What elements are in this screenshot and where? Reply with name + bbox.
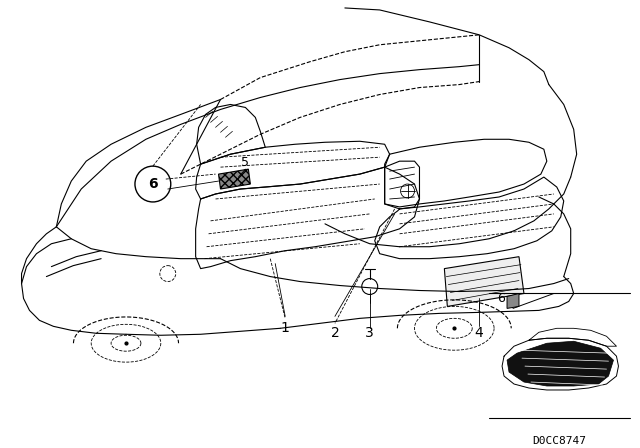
Text: 4: 4 [475,326,484,340]
Text: 6: 6 [148,177,157,191]
Polygon shape [507,341,614,386]
Text: 3: 3 [365,326,374,340]
Polygon shape [218,169,250,189]
Polygon shape [507,293,519,308]
Text: 5: 5 [241,155,250,168]
Circle shape [135,166,171,202]
Text: 1: 1 [281,321,290,335]
Text: 6: 6 [497,292,505,305]
Polygon shape [444,257,524,306]
Text: D0CC8747: D0CC8747 [532,436,586,446]
Text: 2: 2 [330,326,339,340]
